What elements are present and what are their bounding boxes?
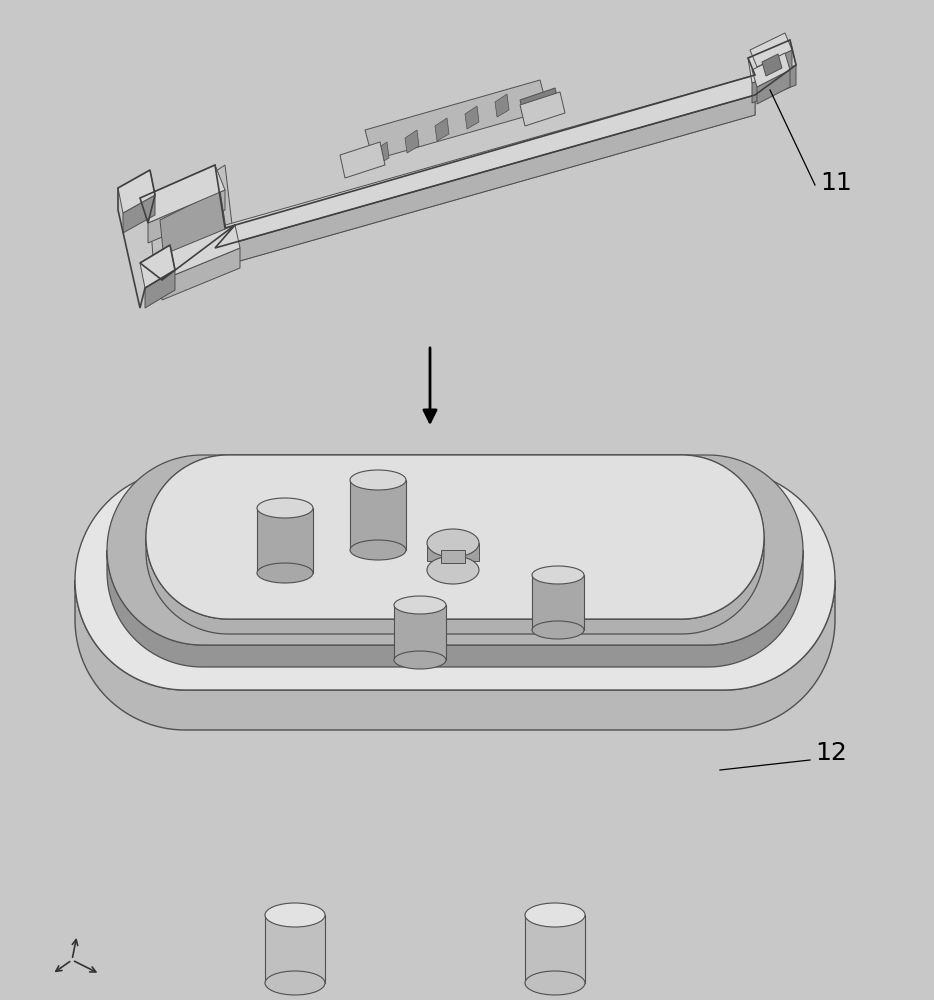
Polygon shape [340, 142, 385, 178]
Polygon shape [123, 195, 155, 233]
Polygon shape [394, 605, 446, 660]
Polygon shape [148, 190, 225, 243]
Polygon shape [75, 470, 835, 690]
Polygon shape [752, 53, 790, 87]
Polygon shape [365, 80, 548, 160]
Ellipse shape [265, 903, 325, 927]
Polygon shape [140, 165, 225, 223]
Ellipse shape [525, 903, 585, 927]
Polygon shape [215, 95, 755, 268]
Ellipse shape [525, 971, 585, 995]
Polygon shape [150, 165, 235, 285]
Polygon shape [257, 508, 313, 573]
Polygon shape [750, 33, 792, 67]
Polygon shape [140, 245, 175, 288]
Polygon shape [520, 88, 560, 120]
Polygon shape [435, 118, 449, 141]
Ellipse shape [350, 470, 406, 490]
Polygon shape [146, 537, 764, 634]
Polygon shape [155, 225, 240, 280]
Polygon shape [757, 70, 790, 104]
Polygon shape [427, 543, 479, 561]
Ellipse shape [427, 556, 479, 584]
Ellipse shape [427, 529, 479, 557]
Polygon shape [748, 40, 796, 83]
Polygon shape [118, 170, 155, 213]
Polygon shape [146, 455, 764, 619]
Polygon shape [757, 50, 792, 85]
Polygon shape [532, 575, 584, 630]
Polygon shape [520, 92, 565, 126]
Polygon shape [145, 270, 175, 308]
Polygon shape [107, 455, 803, 645]
Polygon shape [215, 75, 755, 248]
Ellipse shape [257, 563, 313, 583]
Polygon shape [107, 550, 803, 667]
Polygon shape [375, 142, 389, 165]
Polygon shape [525, 915, 585, 983]
Polygon shape [160, 190, 228, 270]
Polygon shape [75, 580, 835, 730]
Ellipse shape [257, 498, 313, 518]
Ellipse shape [350, 540, 406, 560]
Polygon shape [762, 54, 782, 76]
Polygon shape [495, 94, 509, 117]
Polygon shape [265, 915, 325, 983]
Polygon shape [441, 550, 465, 563]
Polygon shape [215, 95, 755, 268]
Ellipse shape [532, 566, 584, 584]
Ellipse shape [532, 621, 584, 639]
Ellipse shape [394, 651, 446, 669]
Polygon shape [405, 130, 419, 153]
Text: 11: 11 [820, 171, 852, 195]
Polygon shape [146, 455, 764, 619]
Text: 12: 12 [815, 741, 847, 765]
Ellipse shape [265, 971, 325, 995]
Polygon shape [465, 106, 479, 129]
Polygon shape [752, 65, 796, 103]
Polygon shape [350, 480, 406, 550]
Polygon shape [162, 248, 240, 300]
Ellipse shape [394, 596, 446, 614]
